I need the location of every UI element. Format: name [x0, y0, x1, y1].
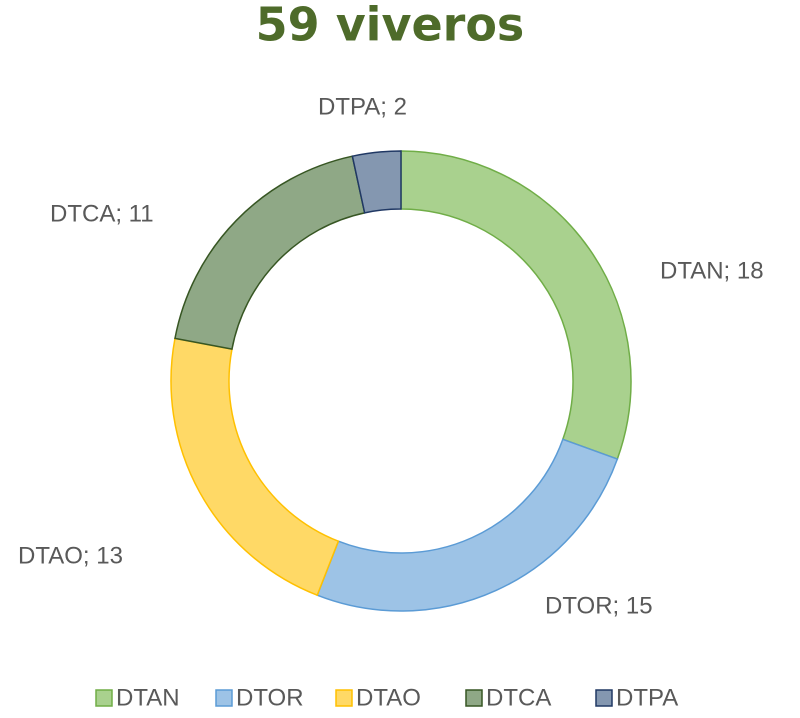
chart-title: 59 viveros	[256, 0, 525, 52]
legend-label: DTCA	[486, 684, 551, 711]
legend-swatch	[335, 689, 353, 707]
legend-swatch	[95, 689, 113, 707]
data-label: DTAO; 13	[18, 542, 123, 569]
data-label: DTAN; 18	[660, 257, 764, 284]
legend-label: DTPA	[616, 684, 678, 711]
data-label: DTCA; 11	[50, 200, 154, 227]
donut-slice	[170, 337, 340, 597]
legend-swatch	[215, 689, 233, 707]
donut-slice	[316, 438, 619, 612]
data-label: DTOR; 15	[545, 592, 653, 619]
donut-slice	[174, 155, 366, 351]
donut-slice	[351, 150, 402, 214]
donut-slice	[400, 150, 632, 460]
legend-swatch	[465, 689, 483, 707]
legend-label: DTOR	[236, 684, 304, 711]
legend-label: DTAO	[356, 684, 421, 711]
legend-label: DTAN	[116, 684, 180, 711]
data-label: DTPA; 2	[318, 93, 407, 120]
legend-swatch	[595, 689, 613, 707]
